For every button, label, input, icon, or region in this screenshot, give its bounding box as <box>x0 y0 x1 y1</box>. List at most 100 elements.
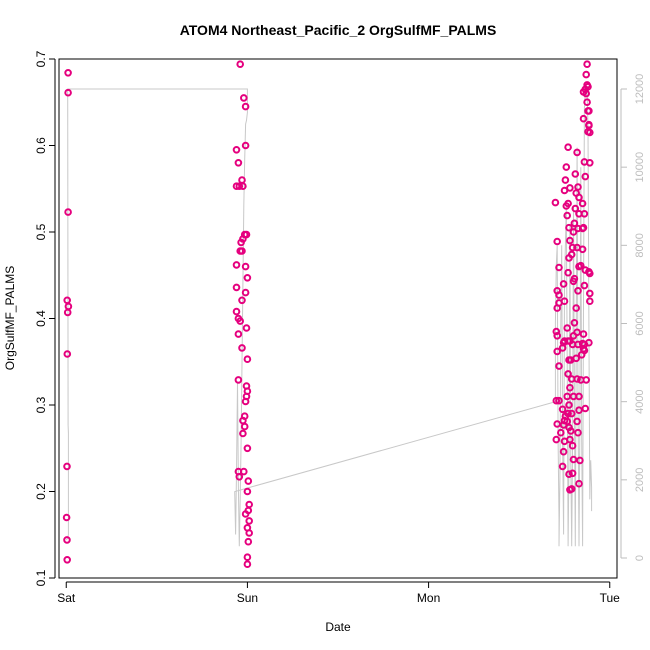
y2-tick-label: 12000 <box>634 74 646 105</box>
data-point <box>566 383 574 392</box>
data-point <box>573 328 581 337</box>
data-point <box>238 344 246 352</box>
data-point <box>558 462 567 471</box>
data-point <box>576 456 584 465</box>
data-point <box>64 69 72 77</box>
data-point <box>565 470 573 479</box>
chart-title: ATOM4 Northeast_Pacific_2 OrgSulfMF_PALM… <box>180 22 497 38</box>
y-tick-label: 0.3 <box>34 396 48 413</box>
data-point <box>564 143 572 151</box>
data-point <box>559 280 568 288</box>
y-axis-label: OrgSulfMF_PALMS <box>3 266 17 370</box>
x-axis-label: Date <box>325 620 351 634</box>
data-point <box>552 396 561 405</box>
data-point <box>573 148 581 157</box>
x-tick-label: Sun <box>237 591 258 605</box>
data-point <box>241 510 250 518</box>
data-point <box>236 60 244 68</box>
data-point <box>574 183 582 191</box>
data-point <box>583 98 591 106</box>
data-point <box>569 228 578 236</box>
data-point <box>586 269 594 278</box>
data-point <box>561 176 570 184</box>
data-point <box>582 376 591 384</box>
data-point <box>580 210 589 218</box>
data-point <box>63 462 71 471</box>
data-point <box>564 268 572 277</box>
data-point <box>240 422 249 431</box>
data-point <box>578 224 587 233</box>
data-point <box>581 404 590 413</box>
data-point <box>552 435 561 444</box>
data-point <box>555 263 563 272</box>
data-point <box>557 428 565 437</box>
data-point <box>578 245 587 254</box>
data-point <box>243 560 252 569</box>
data-point <box>245 529 253 537</box>
data-point <box>571 170 580 178</box>
y2-tick-label: 10000 <box>634 152 646 183</box>
data-point <box>566 184 574 192</box>
data-point <box>239 416 247 425</box>
x-tick-label: Sat <box>57 591 76 605</box>
y-tick-label: 0.2 <box>34 483 48 500</box>
data-point <box>559 447 568 456</box>
data-point <box>575 193 583 202</box>
y-tick-label: 0.7 <box>34 50 48 67</box>
data-point <box>234 376 243 384</box>
data-point <box>243 355 252 364</box>
data-point <box>581 172 590 181</box>
data-point <box>573 417 581 426</box>
data-point <box>241 102 250 111</box>
data-point <box>63 536 71 544</box>
data-point <box>572 354 581 363</box>
data-point <box>568 469 577 478</box>
data-point <box>238 296 246 305</box>
y2-tick-label: 2000 <box>634 468 646 492</box>
data-point <box>236 247 244 255</box>
data-point <box>567 485 576 493</box>
secondary-series-line <box>65 88 593 547</box>
y-tick-label: 0.4 <box>34 310 48 327</box>
data-point <box>235 473 244 481</box>
data-point <box>563 211 572 220</box>
data-point <box>566 435 574 444</box>
y-tick-label: 0.1 <box>34 569 48 586</box>
data-point <box>560 297 569 306</box>
data-point <box>232 182 241 190</box>
data-point <box>580 281 589 290</box>
data-point <box>564 409 572 418</box>
data-point <box>64 208 72 216</box>
data-point <box>579 345 588 353</box>
data-point <box>566 236 574 245</box>
data-point <box>564 370 572 378</box>
data-point <box>575 392 583 401</box>
data-point <box>562 163 571 171</box>
data-point <box>553 420 562 428</box>
data-point <box>570 274 579 283</box>
data-point <box>552 327 561 336</box>
data-point <box>574 428 582 437</box>
data-point <box>553 347 562 356</box>
data-point <box>568 243 577 252</box>
data-point <box>235 182 244 190</box>
data-point <box>586 297 594 306</box>
data-point <box>553 237 562 246</box>
data-point <box>579 330 588 338</box>
data-point <box>245 517 253 525</box>
data-point <box>63 350 72 358</box>
data-point <box>572 304 581 312</box>
y2-tick-label: 6000 <box>634 311 646 335</box>
data-point <box>569 455 578 464</box>
data-point <box>574 287 582 295</box>
data-point <box>232 283 241 292</box>
data-point <box>553 332 562 340</box>
data-point <box>555 362 563 370</box>
x-tick-label: Mon <box>417 591 440 605</box>
data-point <box>243 553 252 562</box>
data-point <box>567 409 576 418</box>
data-point <box>244 477 253 485</box>
data-point <box>241 397 250 406</box>
